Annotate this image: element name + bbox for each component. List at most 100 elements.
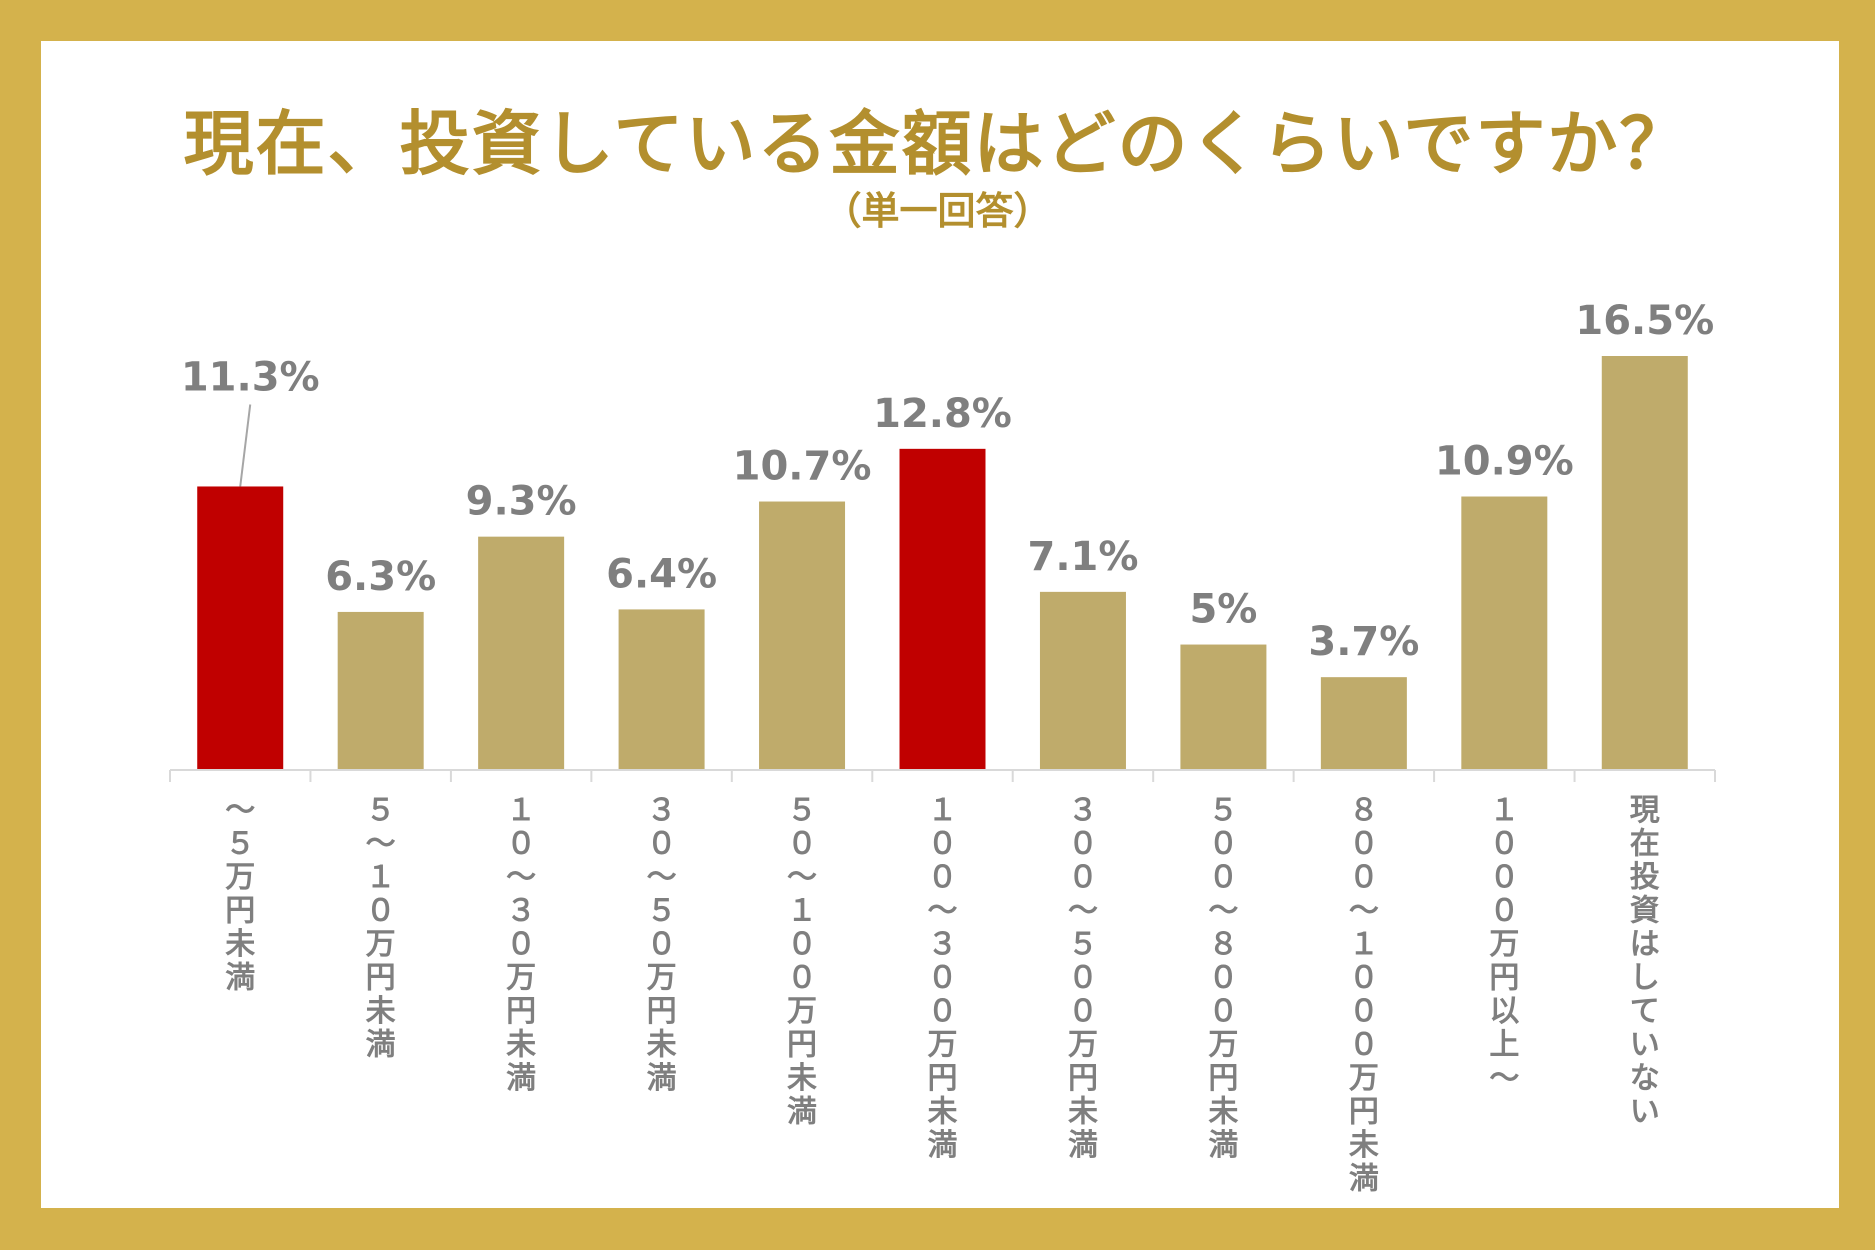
category-glyph: 上	[1489, 1028, 1519, 1063]
category-glyph: 円	[225, 894, 255, 929]
bar-10	[1601, 356, 1688, 770]
category-glyph: 〜	[1208, 894, 1238, 929]
category-glyph: 万	[225, 860, 255, 895]
chart-title: 現在、投資している金額はどのくらいですか？	[183, 103, 1692, 185]
category-glyph: 現	[1630, 793, 1660, 828]
category-glyph: 満	[928, 1128, 958, 1163]
category-glyph: ３	[647, 793, 677, 828]
category-glyph: い	[1630, 1095, 1660, 1130]
category-glyph: 満	[1349, 1162, 1379, 1197]
category-glyph: 万	[928, 1028, 958, 1063]
category-glyph: 未	[225, 927, 255, 962]
category-glyph: ０	[787, 961, 817, 996]
category-glyph: 〜	[787, 860, 817, 895]
category-glyph: 万	[506, 961, 536, 996]
category-glyph: ０	[928, 860, 958, 895]
category-glyph: 円	[1349, 1095, 1379, 1130]
category-glyph: 未	[787, 1061, 817, 1096]
category-glyph: 満	[1068, 1128, 1098, 1163]
category-glyph: 〜	[225, 793, 255, 828]
category-glyph: １	[1489, 793, 1519, 828]
category-glyph: 万	[366, 927, 396, 962]
category-glyph: い	[1630, 1028, 1660, 1063]
category-glyph: ３	[1068, 793, 1098, 828]
category-label-1: ５〜１０万円未満	[366, 793, 396, 1063]
category-glyph: 万	[787, 994, 817, 1029]
category-glyph: ０	[1349, 1028, 1379, 1063]
category-glyph: 万	[1489, 927, 1519, 962]
category-glyph: 未	[1349, 1128, 1379, 1163]
category-glyph: 未	[1208, 1095, 1238, 1130]
value-labels-group: 11.3% 6.3% 9.3% 6.4% 10.7%12.8% 7.1% 5% 3.7% 10.…	[181, 298, 1714, 665]
category-glyph: 以	[1489, 994, 1519, 1029]
category-glyph: 円	[787, 1028, 817, 1063]
bar-1	[337, 611, 424, 770]
category-glyph: ５	[366, 793, 396, 828]
category-label-0: 〜５万円未満	[225, 793, 255, 996]
chart-subtitle: （単一回答）	[823, 189, 1052, 233]
category-glyph: １	[787, 894, 817, 929]
category-glyph: ０	[1349, 961, 1379, 996]
value-label-9: 10.9%	[1435, 439, 1574, 485]
value-label-10: 16.5%	[1575, 298, 1714, 344]
bar-9	[1461, 496, 1548, 770]
category-glyph: ０	[787, 827, 817, 862]
category-glyph: １	[506, 793, 536, 828]
category-glyph: ０	[928, 827, 958, 862]
x-axis	[169, 769, 1716, 782]
value-label-4: 10.7%	[733, 444, 872, 490]
category-glyph: ５	[1208, 793, 1238, 828]
category-glyph: ０	[1489, 894, 1519, 929]
category-glyph: ０	[506, 927, 536, 962]
category-glyph: ０	[1068, 860, 1098, 895]
category-glyph: ０	[928, 994, 958, 1029]
category-glyph: ０	[1489, 827, 1519, 862]
category-glyph: 満	[1208, 1128, 1238, 1163]
bar-0	[197, 486, 284, 770]
category-glyph: 円	[647, 994, 677, 1029]
category-glyph: 未	[1068, 1095, 1098, 1130]
category-glyph: 万	[1349, 1061, 1379, 1096]
category-label-3: ３０〜５０万円未満	[647, 793, 677, 1096]
category-glyph: 満	[506, 1061, 536, 1096]
category-label-5: １００〜３００万円未満	[928, 793, 958, 1163]
category-glyph: １	[928, 793, 958, 828]
category-glyph: 円	[506, 994, 536, 1029]
category-glyph: ０	[1068, 827, 1098, 862]
category-glyph: ０	[506, 827, 536, 862]
category-glyph: 未	[506, 1028, 536, 1063]
category-label-4: ５０〜１００万円未満	[787, 793, 817, 1130]
category-glyph: 円	[1489, 961, 1519, 996]
category-glyph: 〜	[1068, 894, 1098, 929]
category-glyph: 円	[366, 961, 396, 996]
category-glyph: は	[1630, 927, 1660, 962]
category-glyph: ０	[1068, 994, 1098, 1029]
value-label-2: 9.3%	[466, 479, 577, 525]
category-label-10: 現在投資はしていない	[1630, 793, 1660, 1130]
category-glyph: 満	[366, 1028, 396, 1063]
bar-6	[1039, 591, 1126, 770]
category-labels-group: 〜５万円未満５〜１０万円未満１０〜３０万円未満３０〜５０万円未満５０〜１００万円…	[225, 793, 1660, 1197]
category-glyph: １	[1349, 927, 1379, 962]
category-glyph: 満	[787, 1095, 817, 1130]
category-glyph: ０	[1208, 827, 1238, 862]
category-glyph: 万	[647, 961, 677, 996]
category-glyph: 〜	[647, 860, 677, 895]
category-glyph: ５	[647, 894, 677, 929]
category-glyph: ０	[1208, 994, 1238, 1029]
category-glyph: な	[1630, 1061, 1660, 1096]
category-glyph: ５	[225, 827, 255, 862]
category-glyph: 〜	[1489, 1061, 1519, 1096]
category-glyph: ０	[1349, 860, 1379, 895]
category-glyph: 円	[1068, 1061, 1098, 1096]
category-glyph: 〜	[366, 827, 396, 862]
category-glyph: 未	[928, 1095, 958, 1130]
category-glyph: ０	[1208, 961, 1238, 996]
bar-2	[478, 536, 565, 770]
category-glyph: ０	[647, 827, 677, 862]
category-glyph: 万	[1068, 1028, 1098, 1063]
category-glyph: ５	[1068, 927, 1098, 962]
value-label-leader	[239, 404, 252, 487]
category-glyph: １	[366, 860, 396, 895]
